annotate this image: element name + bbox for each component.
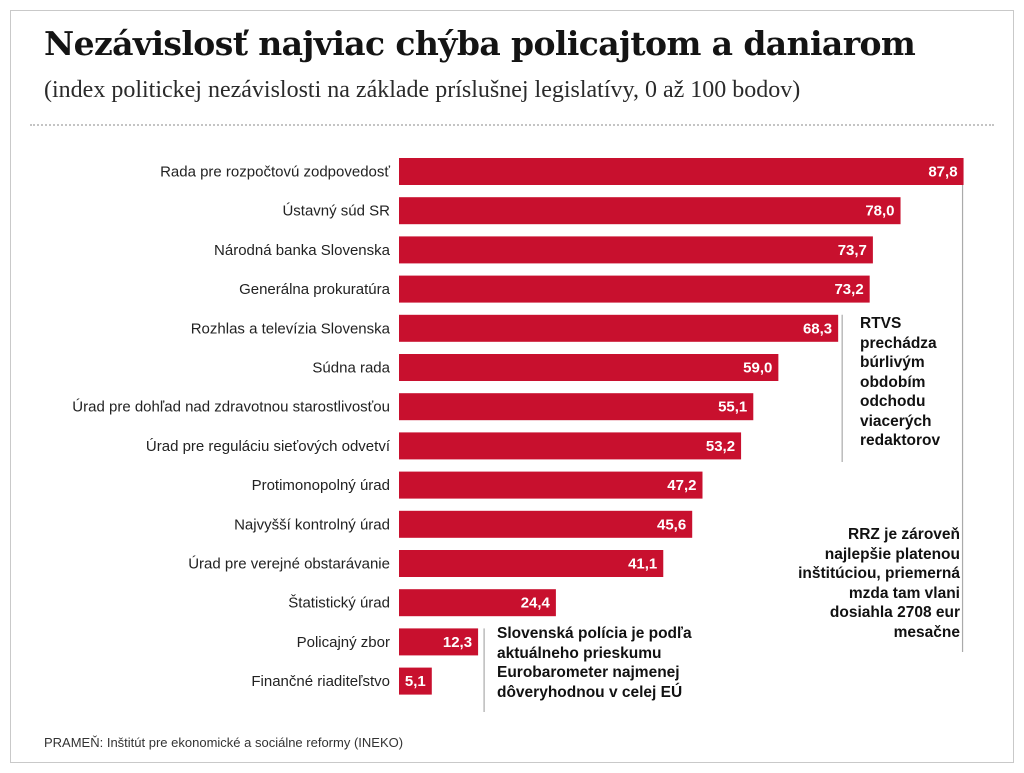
value-label-statisticky-urad: 24,4	[521, 595, 551, 612]
chart-title: Nezávislosť najviac chýba policajtom a d…	[44, 24, 916, 63]
annotation-rrz: RRZ je zároveň najlepšie platenou inštit…	[798, 526, 960, 641]
category-label-generalna-prokuratura: Generálna prokuratúra	[239, 281, 391, 298]
bar-statisticky-urad	[399, 589, 556, 617]
bar-rozhlas-a-televizia-slovenska	[399, 314, 839, 342]
category-label-urad-pre-regulaciu-sietovych-odvetvi: Úrad pre reguláciu sieťových odvetví	[146, 438, 391, 455]
category-label-sudna-rada: Súdna rada	[312, 360, 390, 377]
category-label-urad-pre-verejne-obstaravanie: Úrad pre verejné obstarávanie	[188, 556, 390, 573]
bar-rada-pre-rozpoctovu-zodpovedost	[399, 158, 964, 185]
bar-financne-riaditelstvo	[399, 667, 432, 695]
category-label-protimonopolny-urad: Protimonopolný úrad	[252, 477, 390, 494]
category-label-policajny-zbor: Policajný zbor	[297, 634, 390, 651]
category-label-financne-riaditelstvo: Finančné riaditeľstvo	[251, 673, 390, 690]
bar-urad-pre-regulaciu-sietovych-odvetvi	[399, 432, 742, 460]
bar-urad-pre-dohlad-nad-zdravotnou-starostlivostou	[399, 393, 754, 421]
value-label-sudna-rada: 59,0	[743, 360, 772, 377]
value-label-narodna-banka-slovenska: 73,7	[838, 242, 867, 259]
category-label-statisticky-urad: Štatistický úrad	[288, 595, 390, 612]
value-label-generalna-prokuratura: 73,2	[834, 281, 863, 298]
bar-policajny-zbor	[399, 628, 479, 656]
value-label-urad-pre-verejne-obstaravanie: 41,1	[628, 556, 657, 573]
value-label-rozhlas-a-televizia-slovenska: 68,3	[803, 320, 832, 337]
category-label-ustavny-sud-sr: Ústavný súd SR	[282, 203, 390, 220]
bar-ustavny-sud-sr	[399, 197, 901, 225]
value-label-policajny-zbor: 12,3	[443, 634, 472, 651]
value-label-najvyssi-kontrolny-urad: 45,6	[657, 516, 686, 533]
value-label-protimonopolny-urad: 47,2	[667, 477, 696, 494]
annotation-leader-lines	[483, 185, 964, 712]
source-note: PRAMEŇ: Inštitút pre ekonomické a sociál…	[44, 735, 404, 750]
bar-narodna-banka-slovenska	[399, 236, 873, 264]
category-label-najvyssi-kontrolny-urad: Najvyšší kontrolný úrad	[234, 516, 390, 533]
bars-group: Rada pre rozpočtovú zodpovedosť 87,8 Ústav…	[72, 158, 964, 695]
value-label-rada-pre-rozpoctovu-zodpovedost: 87,8	[928, 164, 957, 181]
dotted-divider	[30, 124, 994, 126]
annotation-rtvs: RTVS prechádza búrlivým obdobím odchodu …	[860, 315, 941, 449]
bar-urad-pre-verejne-obstaravanie	[399, 550, 664, 577]
bar-najvyssi-kontrolny-urad	[399, 510, 693, 538]
category-label-rozhlas-a-televizia-slovenska: Rozhlas a televízia Slovenska	[191, 320, 391, 337]
bar-protimonopolny-urad	[399, 471, 703, 499]
value-label-ustavny-sud-sr: 78,0	[865, 203, 894, 220]
value-label-urad-pre-dohlad-nad-zdravotnou-starostlivostou: 55,1	[718, 399, 747, 416]
bar-generalna-prokuratura	[399, 275, 870, 303]
bar-sudna-rada	[399, 354, 779, 381]
annotation-policia: Slovenská polícia je podľa aktuálneho pr…	[497, 625, 692, 701]
category-label-narodna-banka-slovenska: Národná banka Slovenska	[214, 242, 391, 259]
chart-frame	[10, 10, 1014, 763]
chart-subtitle: (index politickej nezávislosti na základ…	[44, 77, 801, 103]
value-label-financne-riaditelstvo: 5,1	[405, 673, 426, 690]
category-label-urad-pre-dohlad-nad-zdravotnou-starostlivostou: Úrad pre dohľad nad zdravotnou starostli…	[72, 399, 390, 416]
category-label-rada-pre-rozpoctovu-zodpovedost: Rada pre rozpočtovú zodpovedosť	[160, 164, 390, 181]
value-label-urad-pre-regulaciu-sietovych-odvetvi: 53,2	[706, 438, 735, 455]
